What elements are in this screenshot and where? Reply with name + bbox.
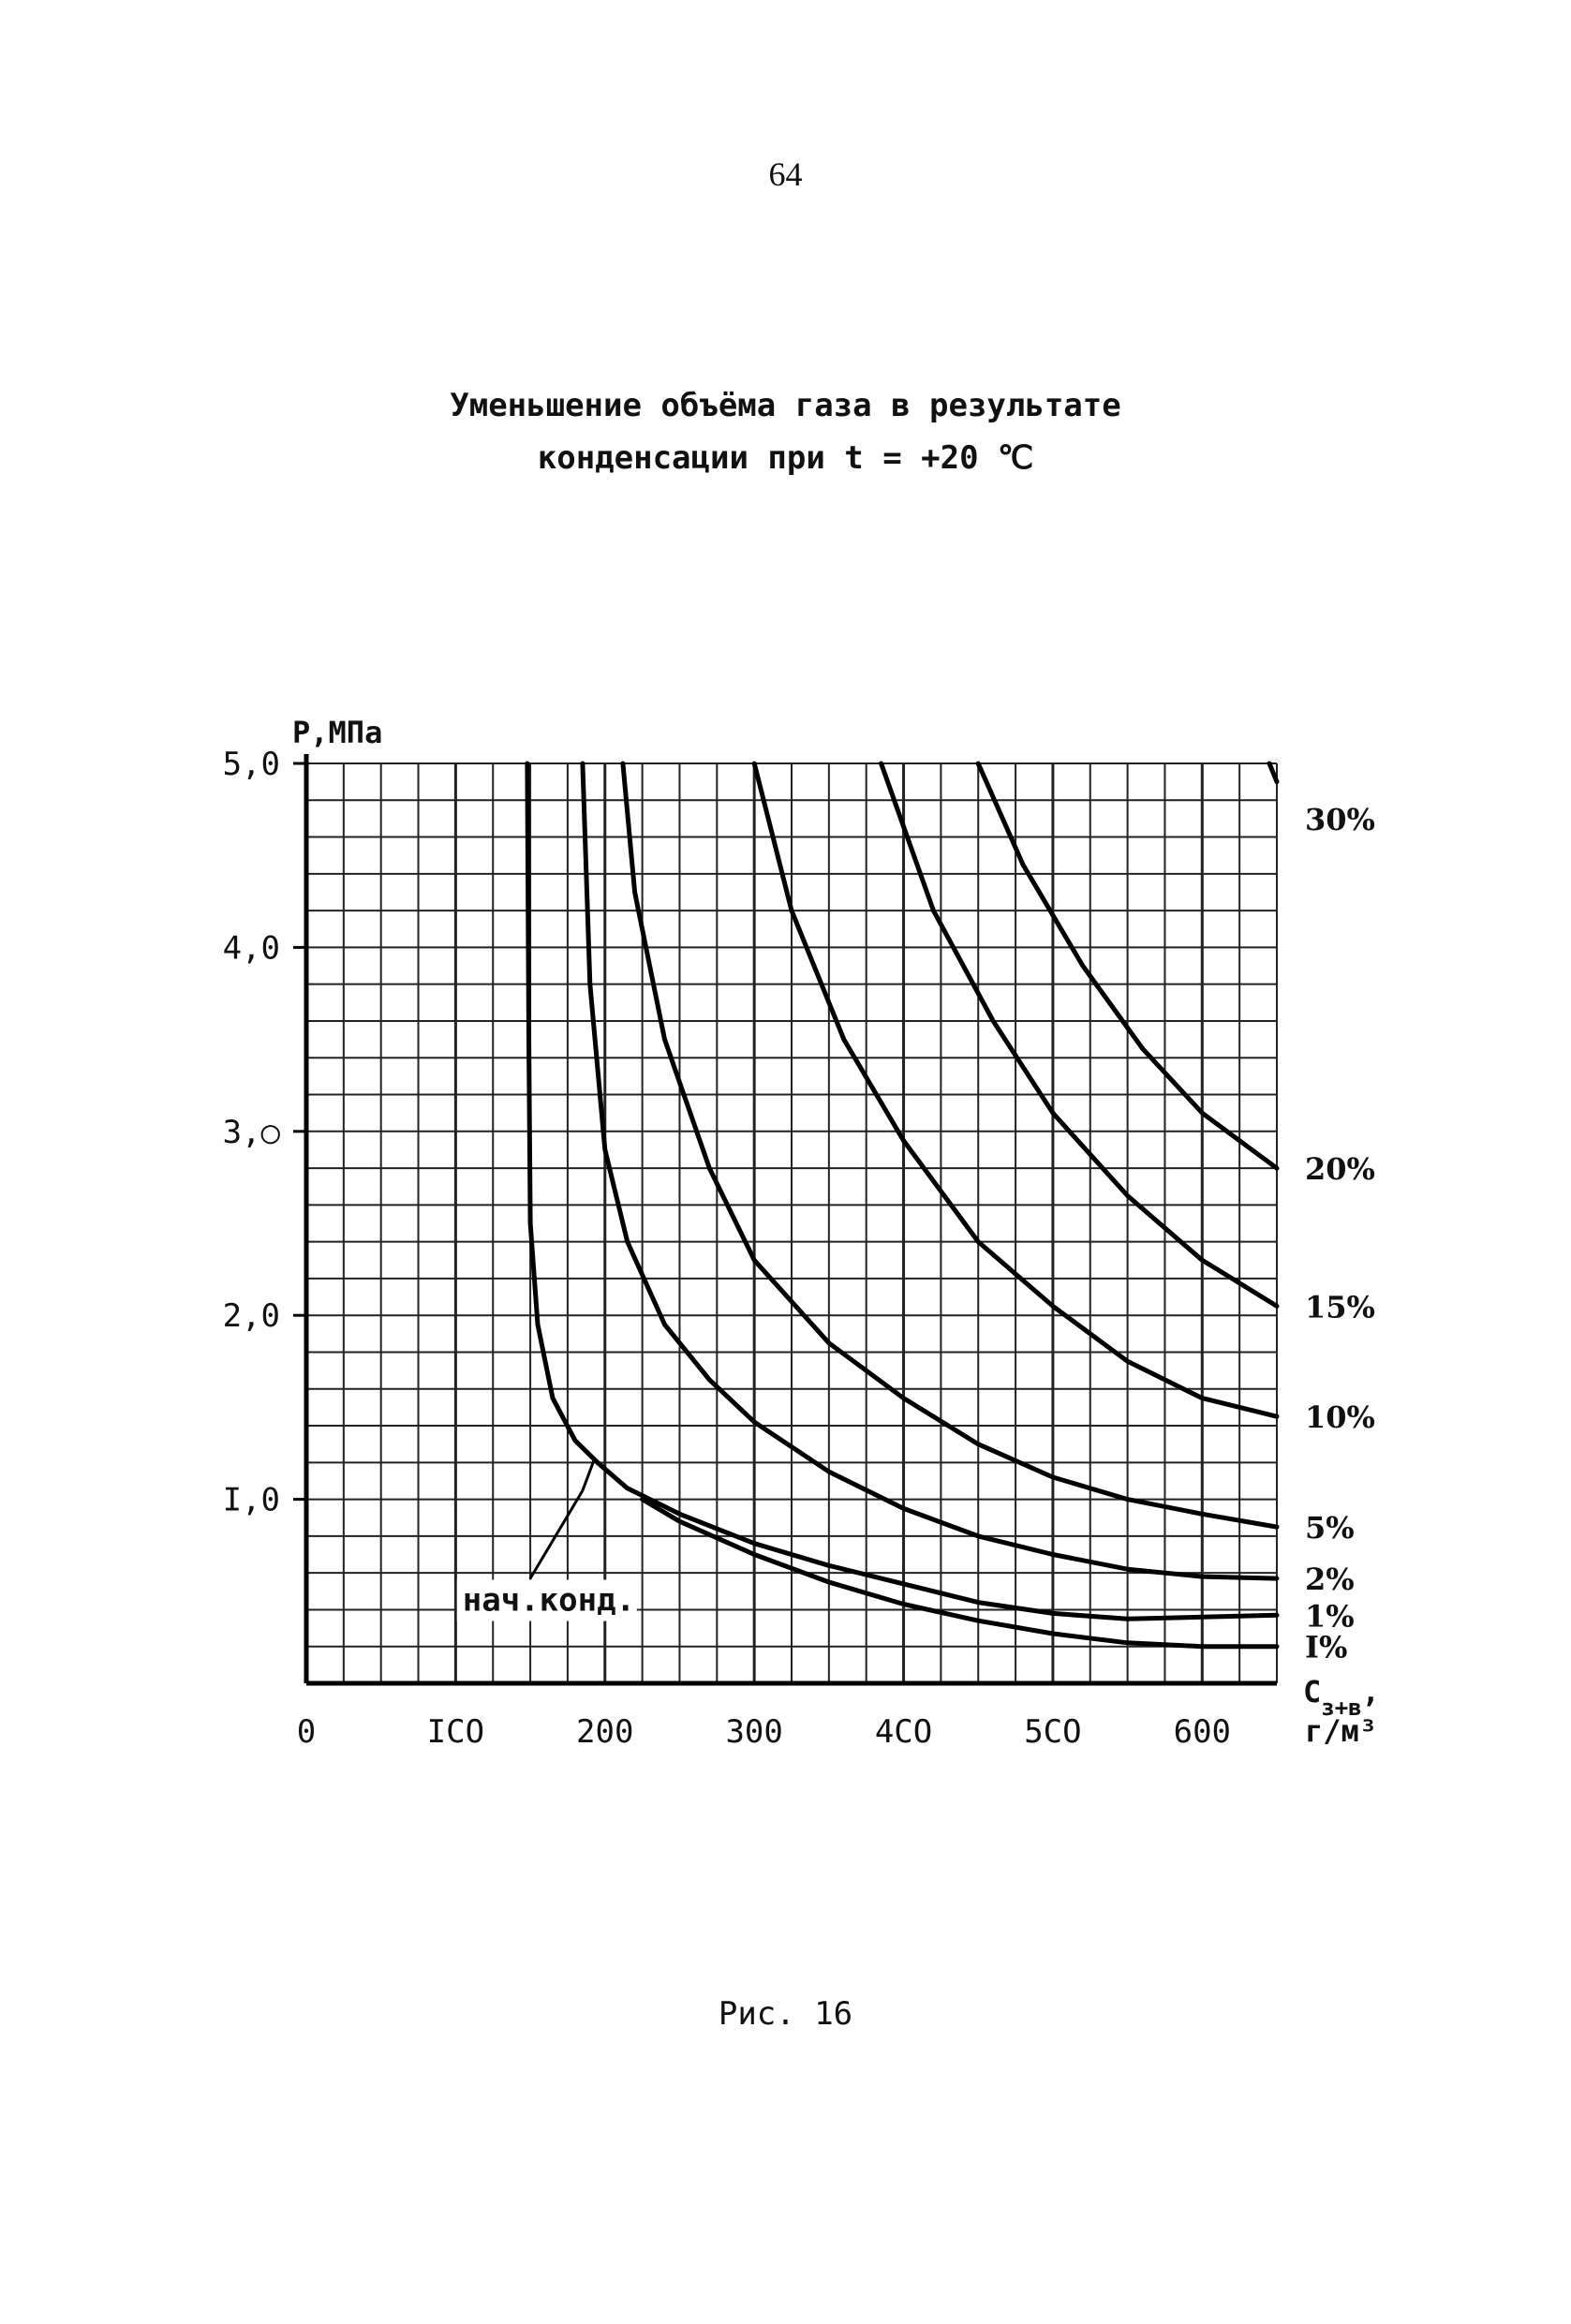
figure-caption: Рис. 16 bbox=[718, 1995, 853, 2033]
series-line-30% bbox=[1267, 761, 1280, 785]
x-tick-label: 200 bbox=[576, 1713, 633, 1751]
chart-title-line-1: Уменьшение объёма газа в результате bbox=[450, 387, 1121, 424]
x-tick-label: 5CO bbox=[1024, 1713, 1081, 1751]
y-tick-label: I,0 bbox=[223, 1482, 280, 1519]
chart-title: Уменьшение объёма газа в результате конд… bbox=[0, 379, 1571, 484]
series-label: I% bbox=[1305, 1630, 1347, 1665]
series-line-10% bbox=[751, 761, 1280, 1419]
series-line-5% bbox=[620, 761, 1280, 1530]
axes bbox=[293, 754, 1277, 1686]
x-tick-label: 600 bbox=[1174, 1713, 1231, 1751]
series-lines bbox=[525, 761, 1280, 1650]
x-axis-title-subscript: з+в bbox=[1321, 1695, 1361, 1721]
x-tick-label: ICO bbox=[427, 1713, 484, 1751]
y-tick-label: 4,0 bbox=[223, 929, 280, 967]
x-tick-label: 300 bbox=[725, 1713, 782, 1751]
chart-labels: I,0 2,0 3,○ 4,0 5,0 0 ICO 200 300 4CO 5CO 600 Р,МПа С… bbox=[223, 715, 1380, 1751]
x-axis-title: Сз+в, bbox=[1303, 1674, 1380, 1721]
y-axis-title: Р,МПа bbox=[292, 715, 382, 750]
x-axis-title-comma: , bbox=[1362, 1674, 1380, 1710]
series-label: 2% bbox=[1305, 1562, 1355, 1597]
series-label: 10% bbox=[1305, 1399, 1375, 1435]
x-axis-unit: г/м³ bbox=[1305, 1713, 1377, 1749]
page-number: 64 bbox=[768, 155, 803, 193]
annotation-leader bbox=[581, 1459, 596, 1492]
series-label: 1% bbox=[1305, 1598, 1355, 1634]
x-tick-label: 4CO bbox=[875, 1713, 932, 1751]
annotation-text: нач.конд. bbox=[463, 1582, 635, 1620]
series-label: 30% bbox=[1305, 802, 1375, 837]
annotation-background bbox=[456, 1579, 637, 1621]
series-label: 20% bbox=[1305, 1151, 1375, 1187]
series-label: 15% bbox=[1305, 1289, 1375, 1325]
y-tick-label: 2,0 bbox=[223, 1297, 280, 1335]
chart-title-line-2: конденсации при t = +20 ℃ bbox=[537, 439, 1034, 477]
annotation-leader bbox=[528, 1489, 585, 1580]
series-line-1% bbox=[525, 761, 1280, 1621]
x-axis-title-symbol: С bbox=[1303, 1674, 1321, 1710]
x-tick-label: 0 bbox=[297, 1713, 316, 1751]
series-line-2% bbox=[580, 761, 1280, 1581]
y-tick-label: 5,0 bbox=[223, 746, 280, 783]
series-line-I% bbox=[640, 1497, 1280, 1650]
series-label: 5% bbox=[1305, 1510, 1355, 1546]
series-line-20% bbox=[975, 761, 1280, 1171]
series-line-15% bbox=[879, 761, 1280, 1309]
y-tick-label: 3,○ bbox=[223, 1114, 281, 1151]
